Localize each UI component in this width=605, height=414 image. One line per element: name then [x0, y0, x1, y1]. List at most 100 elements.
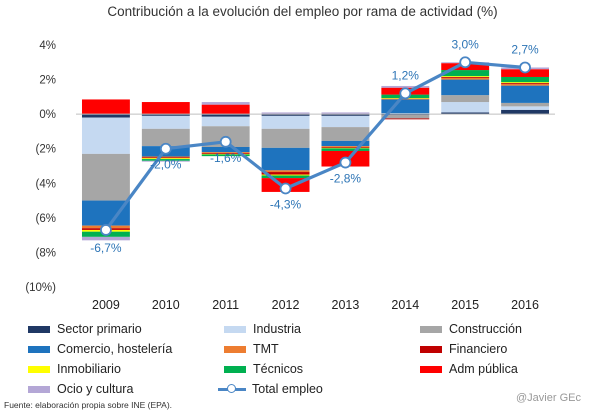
legend-label: Construcción: [449, 322, 522, 336]
swatch-financiero: [420, 345, 442, 353]
swatch-adm-publica: [420, 365, 442, 373]
bar-construccion-2014: [381, 115, 430, 119]
bar-ocio-2012: [261, 112, 310, 115]
bar-construccion-2010: [141, 128, 190, 147]
legend-item-comercio: Comercio, hostelería: [28, 342, 172, 356]
author-credit: @Javier GEc: [516, 392, 581, 404]
legend-label: Total empleo: [252, 382, 323, 396]
x-tick-label: 2010: [152, 298, 180, 312]
bar-ocio-2013: [321, 112, 370, 115]
total-empleo-point-2013: [339, 156, 352, 169]
y-tick-label: (4%: [36, 178, 56, 190]
bar-industria-2012: [261, 115, 310, 129]
bar-adm-publica-2011: [201, 104, 250, 115]
total-empleo-point-2011: [219, 135, 232, 148]
x-tick-label: 2012: [272, 298, 300, 312]
legend-label: Financiero: [449, 342, 508, 356]
bar-industria-2015: [441, 102, 490, 113]
bar-inmobiliario-2012: [261, 174, 310, 176]
bar-ocio-2010: [141, 160, 190, 162]
bar-comercio-2012: [261, 147, 310, 171]
y-tick-label: 4%: [39, 40, 56, 52]
legend-item-tmt: TMT: [224, 342, 279, 356]
bar-tmt-2013: [321, 146, 370, 147]
total-empleo-label-2015: 3,0%: [452, 37, 480, 51]
legend-item-industria: Industria: [224, 322, 301, 336]
x-tick-label: 2015: [451, 298, 479, 312]
legend-label: Comercio, hostelería: [57, 342, 173, 356]
bar-construccion-2015: [441, 95, 490, 103]
bar-financiero-2010: [141, 157, 190, 159]
legend-label: Inmobiliario: [57, 362, 121, 376]
bar-sector-primario-2012: [261, 114, 310, 116]
bar-industria-2011: [201, 116, 250, 127]
bar-ocio-2009: [81, 236, 130, 241]
total-empleo-point-2014: [399, 87, 412, 100]
total-empleo-label-2009: -6,7%: [90, 241, 122, 255]
bar-sector-primario-2016: [501, 109, 550, 115]
legend-item-inmobiliario: Inmobiliario: [28, 362, 121, 376]
legend-item-total-empleo: Total empleo: [218, 382, 323, 396]
swatch-ocio: [28, 385, 50, 393]
x-tick-label: 2013: [332, 298, 360, 312]
bar-tecnicos-2010: [141, 159, 190, 161]
bar-construccion-2013: [321, 127, 370, 141]
bar-comercio-2015: [441, 79, 490, 96]
source-note: Fuente: elaboración propia sobre INE (EP…: [4, 400, 173, 410]
bar-adm-publica-2009: [81, 99, 130, 115]
chart-title: Contribución a la evolución del empleo p…: [107, 4, 498, 19]
swatch-inmobiliario: [28, 365, 50, 373]
bar-ocio-2011: [201, 102, 250, 105]
legend-item-construccion: Construcción: [420, 322, 522, 336]
bar-inmobiliario-2016: [501, 82, 550, 84]
bar-tecnicos-2015: [441, 70, 490, 77]
bar-tecnicos-2013: [321, 148, 370, 151]
bar-tecnicos-2011: [201, 154, 250, 157]
total-empleo-label-2012: -4,3%: [270, 197, 302, 211]
legend-label: Técnicos: [253, 362, 304, 376]
legend-label: Adm pública: [449, 362, 518, 376]
bar-industria-2009: [81, 117, 130, 154]
legend-item-adm-publica: Adm pública: [420, 362, 518, 376]
bar-comercio-2014: [381, 99, 430, 114]
bar-sector-primario-2009: [81, 114, 130, 118]
total-empleo-label-2014: 1,2%: [392, 68, 420, 82]
bar-inmobiliario-2010: [141, 158, 190, 160]
x-tick-label: 2016: [511, 298, 539, 312]
bar-sector-primario-2010: [141, 114, 190, 116]
bar-tmt-2015: [441, 77, 490, 80]
legend-item-ocio: Ocio y cultura: [28, 382, 133, 396]
bar-inmobiliario-2015: [441, 76, 490, 77]
total-empleo-point-2016: [519, 61, 531, 74]
bar-financiero-2012: [261, 172, 310, 175]
bar-tmt-2012: [261, 170, 310, 173]
legend-label: Ocio y cultura: [57, 382, 134, 396]
bar-industria-2016: [501, 106, 550, 110]
legend-label: Industria: [253, 322, 301, 336]
total-empleo-label-2016: 2,7%: [511, 42, 539, 56]
swatch-construccion: [420, 325, 442, 333]
total-empleo-label-2010: -2,0%: [150, 158, 182, 172]
y-tick-label: 0%: [39, 109, 56, 121]
bar-financiero-2014: [381, 118, 430, 120]
total-empleo-line: [104, 60, 526, 231]
bar-sector-primario-2015: [441, 112, 490, 115]
bar-comercio-2016: [501, 85, 550, 103]
total-empleo-point-2009: [100, 224, 112, 236]
legend-item-financiero: Financiero: [420, 342, 507, 356]
bar-comercio-2009: [81, 200, 130, 226]
bar-adm-publica-2010: [141, 102, 190, 115]
swatch-tmt: [224, 345, 246, 353]
swatch-sector-primario: [28, 325, 50, 333]
bar-financiero-2016: [501, 83, 550, 84]
bar-industria-2013: [321, 115, 370, 128]
legend-item-tecnicos: Técnicos: [224, 362, 303, 376]
total-empleo-label-2011: -1,6%: [210, 151, 242, 165]
bar-financiero-2013: [321, 146, 370, 148]
chart-area: 4% 2% 0% (2% (4% (6% (8% (10%) 2009 2010 2011 2012 2…: [25, 37, 555, 312]
x-tick-label: 2011: [212, 298, 239, 312]
total-empleo-point-2012: [279, 182, 292, 195]
bar-sector-primario-2013: [321, 114, 370, 116]
legend-item-sector-primario: Sector primario: [28, 322, 142, 336]
swatch-tecnicos: [224, 365, 246, 373]
